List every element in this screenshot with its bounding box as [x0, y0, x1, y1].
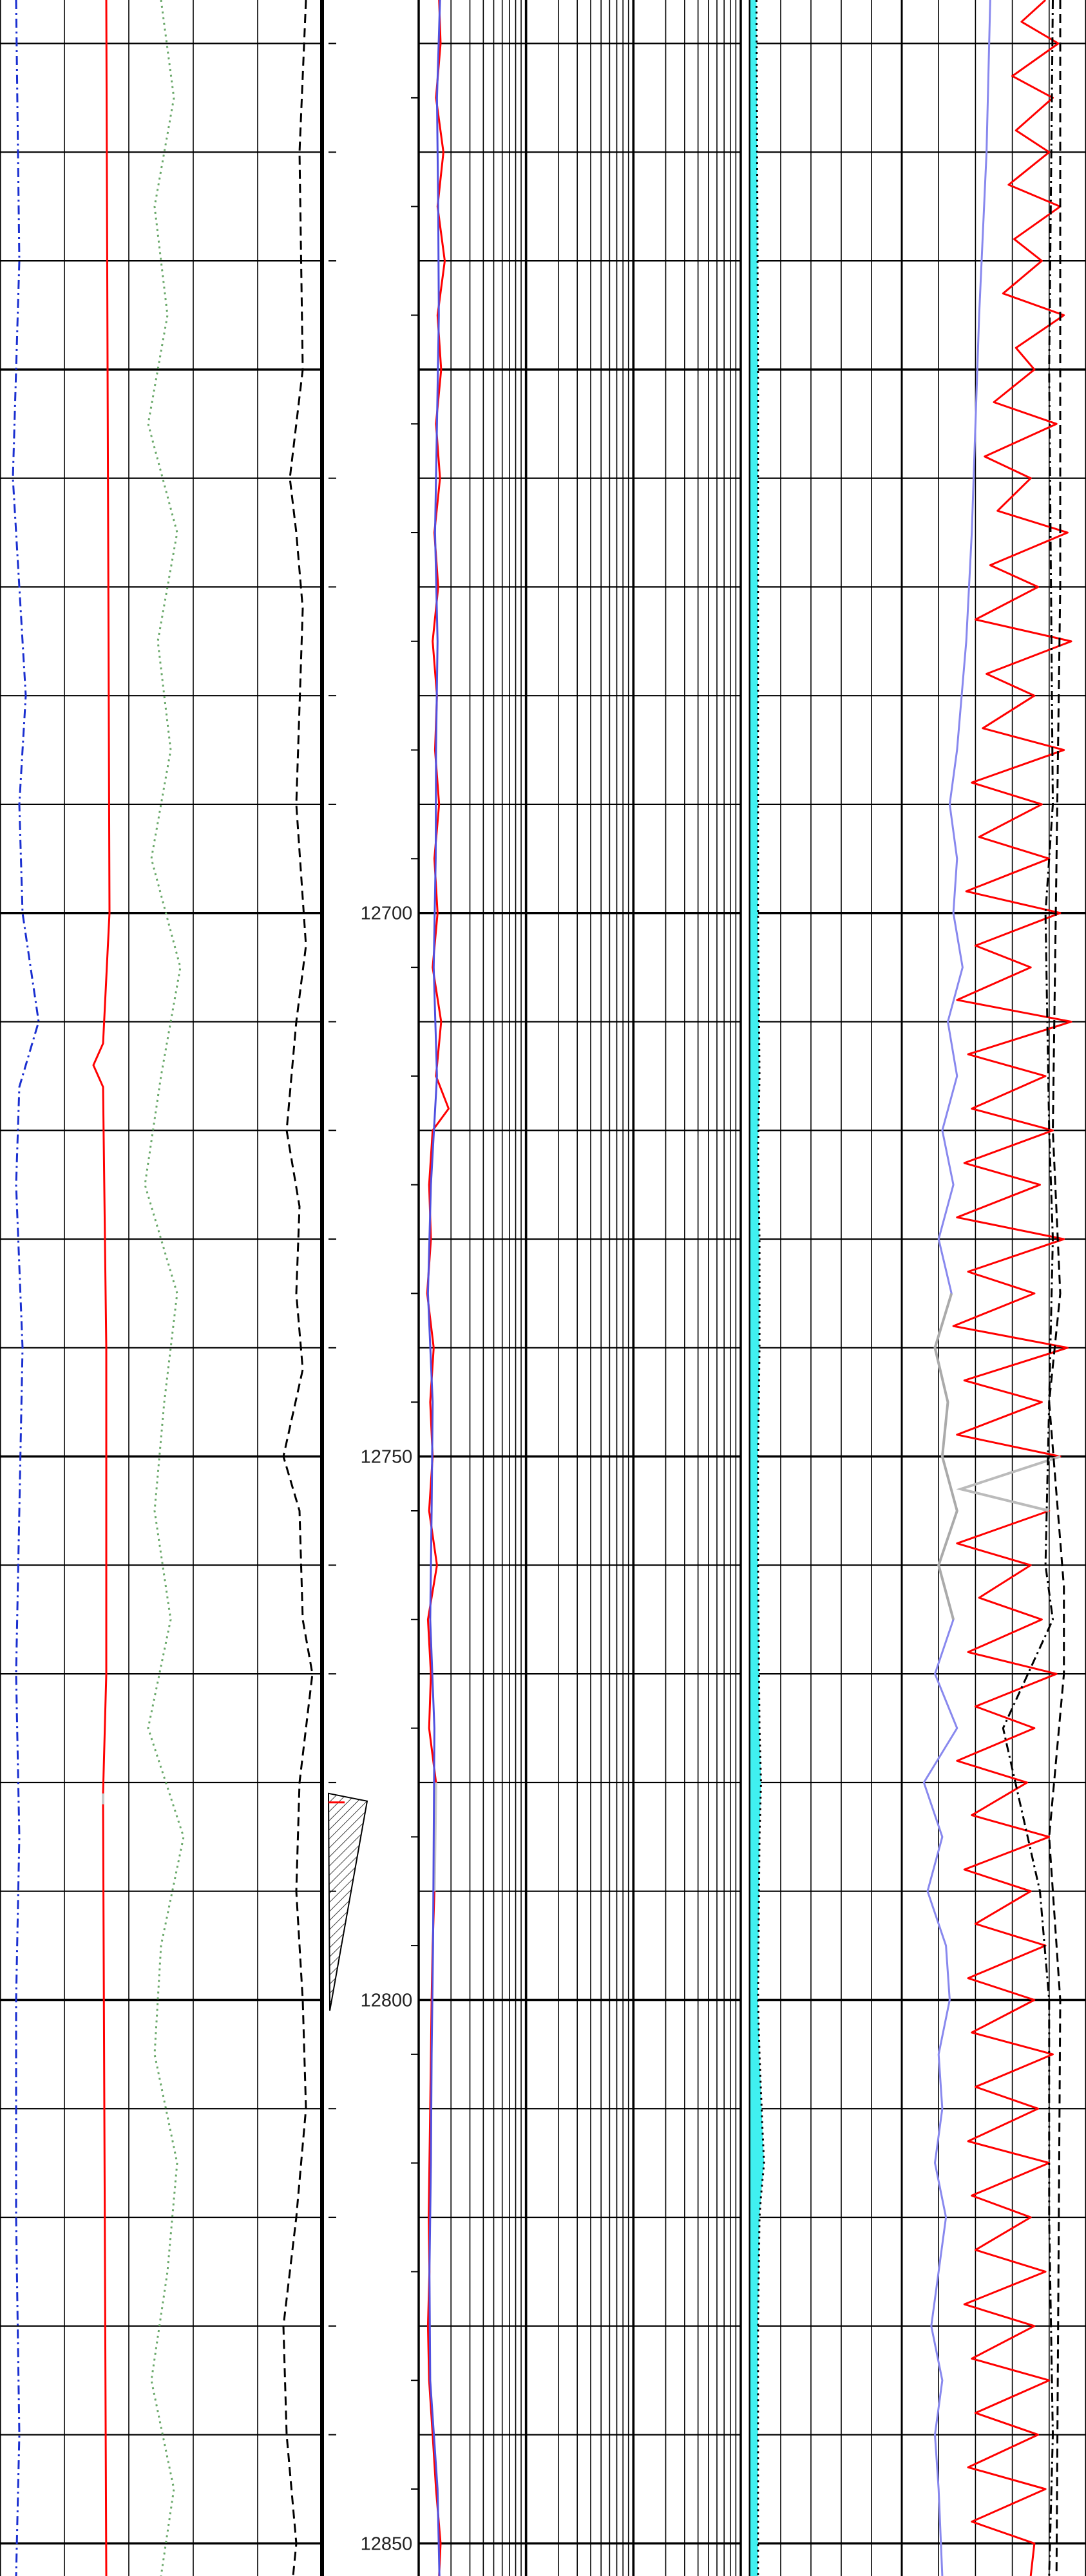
track4-curve-2-segment-1 — [956, 1455, 1061, 1512]
depth-label-12750: 12750 — [361, 1447, 413, 1468]
track4-curve-1-segment-1 — [933, 1293, 958, 1620]
track1-curve-1 — [12, 0, 40, 2576]
log-curves — [12, 0, 1072, 2576]
depth-track — [320, 0, 420, 2576]
track1-curve-2 — [92, 0, 111, 2576]
track4-curve-4 — [1048, 0, 1065, 2576]
depth-labels: 12700 12750 12800 12850 — [361, 904, 413, 2555]
core-interval-marker — [327, 1792, 368, 2011]
track4-curve-1 — [922, 0, 991, 2576]
depth-label-12850: 12850 — [361, 2533, 413, 2554]
track2-curve-2 — [426, 0, 441, 2576]
track1-curve-3 — [144, 0, 185, 2576]
track4-curve-3 — [1002, 0, 1054, 2576]
track2-curve-1-segment-1 — [433, 1782, 437, 1891]
track1-curve-4 — [282, 0, 314, 2576]
curve-fills — [750, 0, 765, 2576]
depth-label-12800: 12800 — [361, 1990, 413, 2011]
track3-curve-1 — [755, 0, 765, 2576]
track3-fill — [750, 0, 765, 2576]
track4-curve-2 — [952, 0, 1072, 2576]
depth-label-12700: 12700 — [361, 904, 413, 924]
